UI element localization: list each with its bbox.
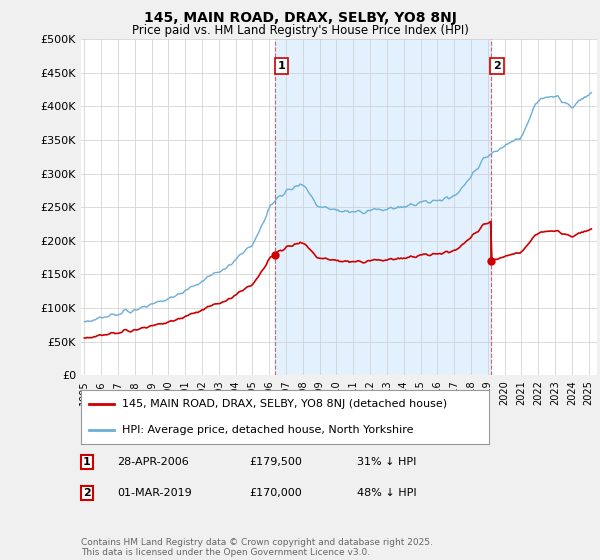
Bar bbox=[275, 39, 491, 375]
Text: 1: 1 bbox=[83, 457, 91, 467]
Text: Contains HM Land Registry data © Crown copyright and database right 2025.
This d: Contains HM Land Registry data © Crown c… bbox=[81, 538, 433, 557]
Text: Price paid vs. HM Land Registry's House Price Index (HPI): Price paid vs. HM Land Registry's House … bbox=[131, 24, 469, 36]
Text: 48% ↓ HPI: 48% ↓ HPI bbox=[357, 488, 416, 498]
Text: 28-APR-2006: 28-APR-2006 bbox=[117, 457, 189, 467]
Text: 145, MAIN ROAD, DRAX, SELBY, YO8 8NJ: 145, MAIN ROAD, DRAX, SELBY, YO8 8NJ bbox=[143, 11, 457, 25]
Text: 145, MAIN ROAD, DRAX, SELBY, YO8 8NJ (detached house): 145, MAIN ROAD, DRAX, SELBY, YO8 8NJ (de… bbox=[122, 399, 447, 409]
Text: 1: 1 bbox=[277, 61, 285, 71]
Text: £170,000: £170,000 bbox=[249, 488, 302, 498]
Text: 31% ↓ HPI: 31% ↓ HPI bbox=[357, 457, 416, 467]
Text: 2: 2 bbox=[83, 488, 91, 498]
Text: 2: 2 bbox=[493, 61, 501, 71]
Text: 01-MAR-2019: 01-MAR-2019 bbox=[117, 488, 192, 498]
Text: £179,500: £179,500 bbox=[249, 457, 302, 467]
Text: HPI: Average price, detached house, North Yorkshire: HPI: Average price, detached house, Nort… bbox=[122, 425, 413, 435]
